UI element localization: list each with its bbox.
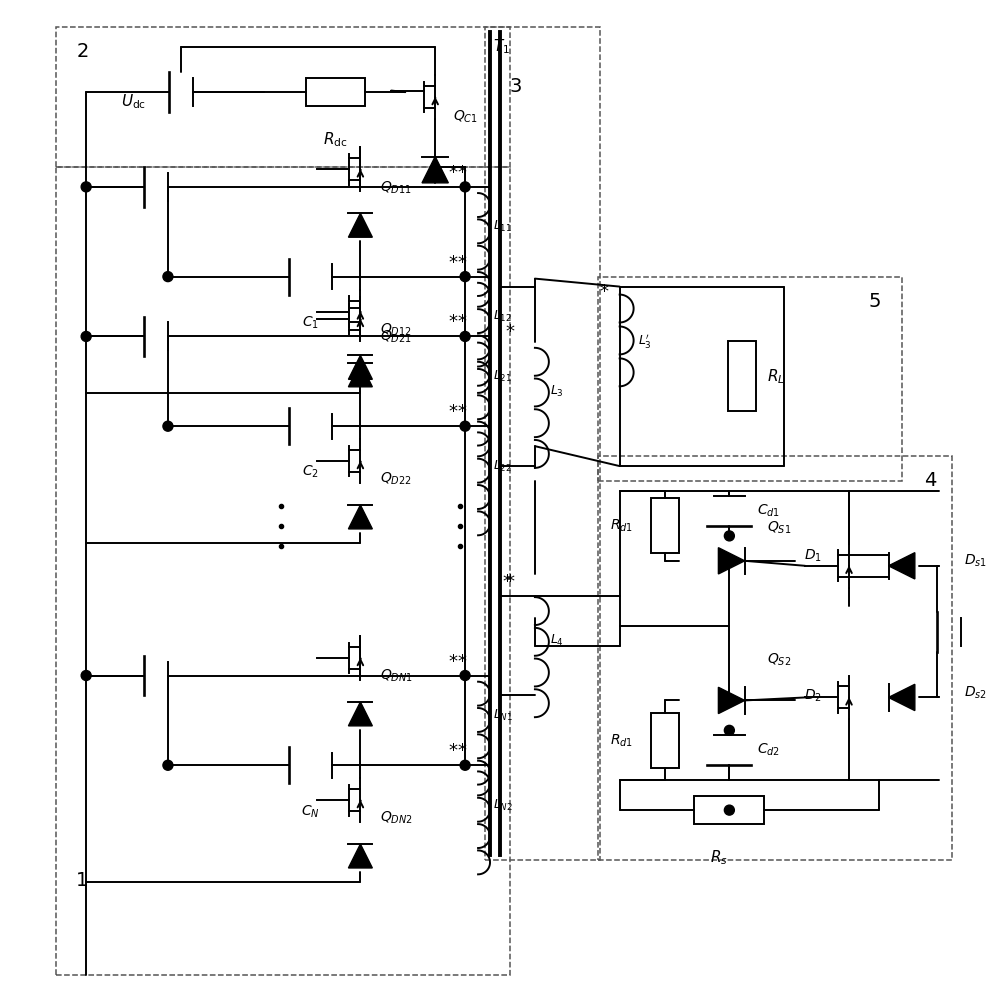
Text: $Q_{D21}$: $Q_{D21}$ (380, 329, 412, 346)
Text: *: * (458, 652, 467, 670)
Bar (598, 277, 902, 481)
Text: *: * (458, 742, 467, 760)
Text: *: * (502, 573, 511, 591)
Circle shape (724, 805, 734, 815)
Text: *: * (505, 573, 514, 591)
Bar (598, 456, 952, 860)
Text: *: * (458, 314, 467, 332)
Circle shape (460, 421, 470, 431)
Text: $L_{N2}$: $L_{N2}$ (493, 798, 513, 813)
Text: *: * (449, 254, 458, 272)
Bar (651, 713, 679, 768)
Text: $L_{11}$: $L_{11}$ (493, 219, 512, 234)
Text: *: * (449, 314, 458, 332)
Circle shape (724, 695, 734, 705)
Text: $R_{d1}$: $R_{d1}$ (610, 518, 633, 534)
Text: *: * (458, 164, 467, 182)
Circle shape (163, 272, 173, 282)
Polygon shape (422, 156, 448, 183)
Bar (728, 342, 756, 411)
Bar (306, 78, 365, 107)
Circle shape (81, 332, 91, 342)
Polygon shape (889, 684, 915, 710)
Text: $L_4$: $L_4$ (550, 633, 564, 648)
Text: *: * (449, 742, 458, 760)
Circle shape (81, 182, 91, 192)
Text: *: * (449, 403, 458, 421)
Circle shape (460, 182, 470, 192)
Bar (56, 27, 510, 167)
Circle shape (163, 421, 173, 431)
Bar (651, 499, 679, 554)
Circle shape (460, 332, 470, 342)
Text: $T_1$: $T_1$ (493, 37, 510, 56)
Polygon shape (348, 505, 372, 529)
Text: $Q_{C1}$: $Q_{C1}$ (453, 109, 478, 125)
Text: $C_2$: $C_2$ (302, 464, 319, 480)
Circle shape (724, 556, 734, 566)
Text: 2: 2 (76, 42, 89, 62)
Bar (485, 27, 600, 860)
Text: $C_{d1}$: $C_{d1}$ (757, 503, 780, 519)
Bar (694, 796, 764, 824)
Text: $L_3$: $L_3$ (550, 383, 564, 398)
Text: $Q_{D22}$: $Q_{D22}$ (380, 471, 412, 487)
Text: $D_{s1}$: $D_{s1}$ (964, 553, 987, 569)
Text: $Q_{DN1}$: $Q_{DN1}$ (380, 667, 413, 684)
Text: $U_{\rm dc}$: $U_{\rm dc}$ (121, 93, 146, 112)
Text: $Q_{D11}$: $Q_{D11}$ (380, 179, 412, 195)
Text: $C_1$: $C_1$ (302, 315, 319, 331)
Text: $Q_{S1}$: $Q_{S1}$ (767, 520, 791, 536)
Circle shape (460, 272, 470, 282)
Circle shape (163, 760, 173, 770)
Text: $R_{d1}$: $R_{d1}$ (610, 732, 633, 749)
Text: *: * (600, 283, 609, 301)
Circle shape (724, 531, 734, 541)
Text: 4: 4 (924, 471, 936, 490)
Text: $D_1$: $D_1$ (804, 548, 822, 564)
Text: $L_{12}$: $L_{12}$ (493, 309, 512, 324)
Circle shape (460, 670, 470, 680)
Polygon shape (348, 363, 372, 386)
Circle shape (724, 725, 734, 735)
Text: $L_{22}$: $L_{22}$ (493, 458, 512, 474)
Text: $L_{N1}$: $L_{N1}$ (493, 708, 513, 723)
Text: $L_3'$: $L_3'$ (638, 333, 651, 351)
Text: $Q_{D12}$: $Q_{D12}$ (380, 322, 412, 338)
Text: $Q_{DN2}$: $Q_{DN2}$ (380, 810, 413, 827)
Polygon shape (718, 687, 745, 713)
Text: 1: 1 (76, 871, 89, 889)
Polygon shape (718, 548, 745, 574)
Text: $Q_{S2}$: $Q_{S2}$ (767, 651, 791, 667)
Text: 3: 3 (510, 77, 522, 97)
Text: $D_2$: $D_2$ (804, 687, 822, 703)
Text: $R_{\rm dc}$: $R_{\rm dc}$ (323, 130, 348, 148)
Text: *: * (449, 164, 458, 182)
Circle shape (81, 670, 91, 680)
Polygon shape (348, 356, 372, 379)
Text: $R_s$: $R_s$ (710, 848, 728, 867)
Text: $C_{d2}$: $C_{d2}$ (757, 742, 780, 759)
Text: *: * (505, 324, 514, 342)
Text: *: * (458, 254, 467, 272)
Text: 5: 5 (869, 292, 881, 311)
Circle shape (460, 760, 470, 770)
Text: $R_L$: $R_L$ (767, 367, 785, 385)
Polygon shape (348, 844, 372, 868)
Polygon shape (348, 702, 372, 726)
Polygon shape (889, 553, 915, 579)
Text: $C_N$: $C_N$ (301, 803, 320, 820)
Text: *: * (449, 652, 458, 670)
Text: *: * (458, 403, 467, 421)
Polygon shape (348, 213, 372, 237)
Bar (56, 167, 510, 975)
Text: $L_{21}$: $L_{21}$ (493, 369, 512, 383)
Text: $D_{s2}$: $D_{s2}$ (964, 684, 987, 700)
